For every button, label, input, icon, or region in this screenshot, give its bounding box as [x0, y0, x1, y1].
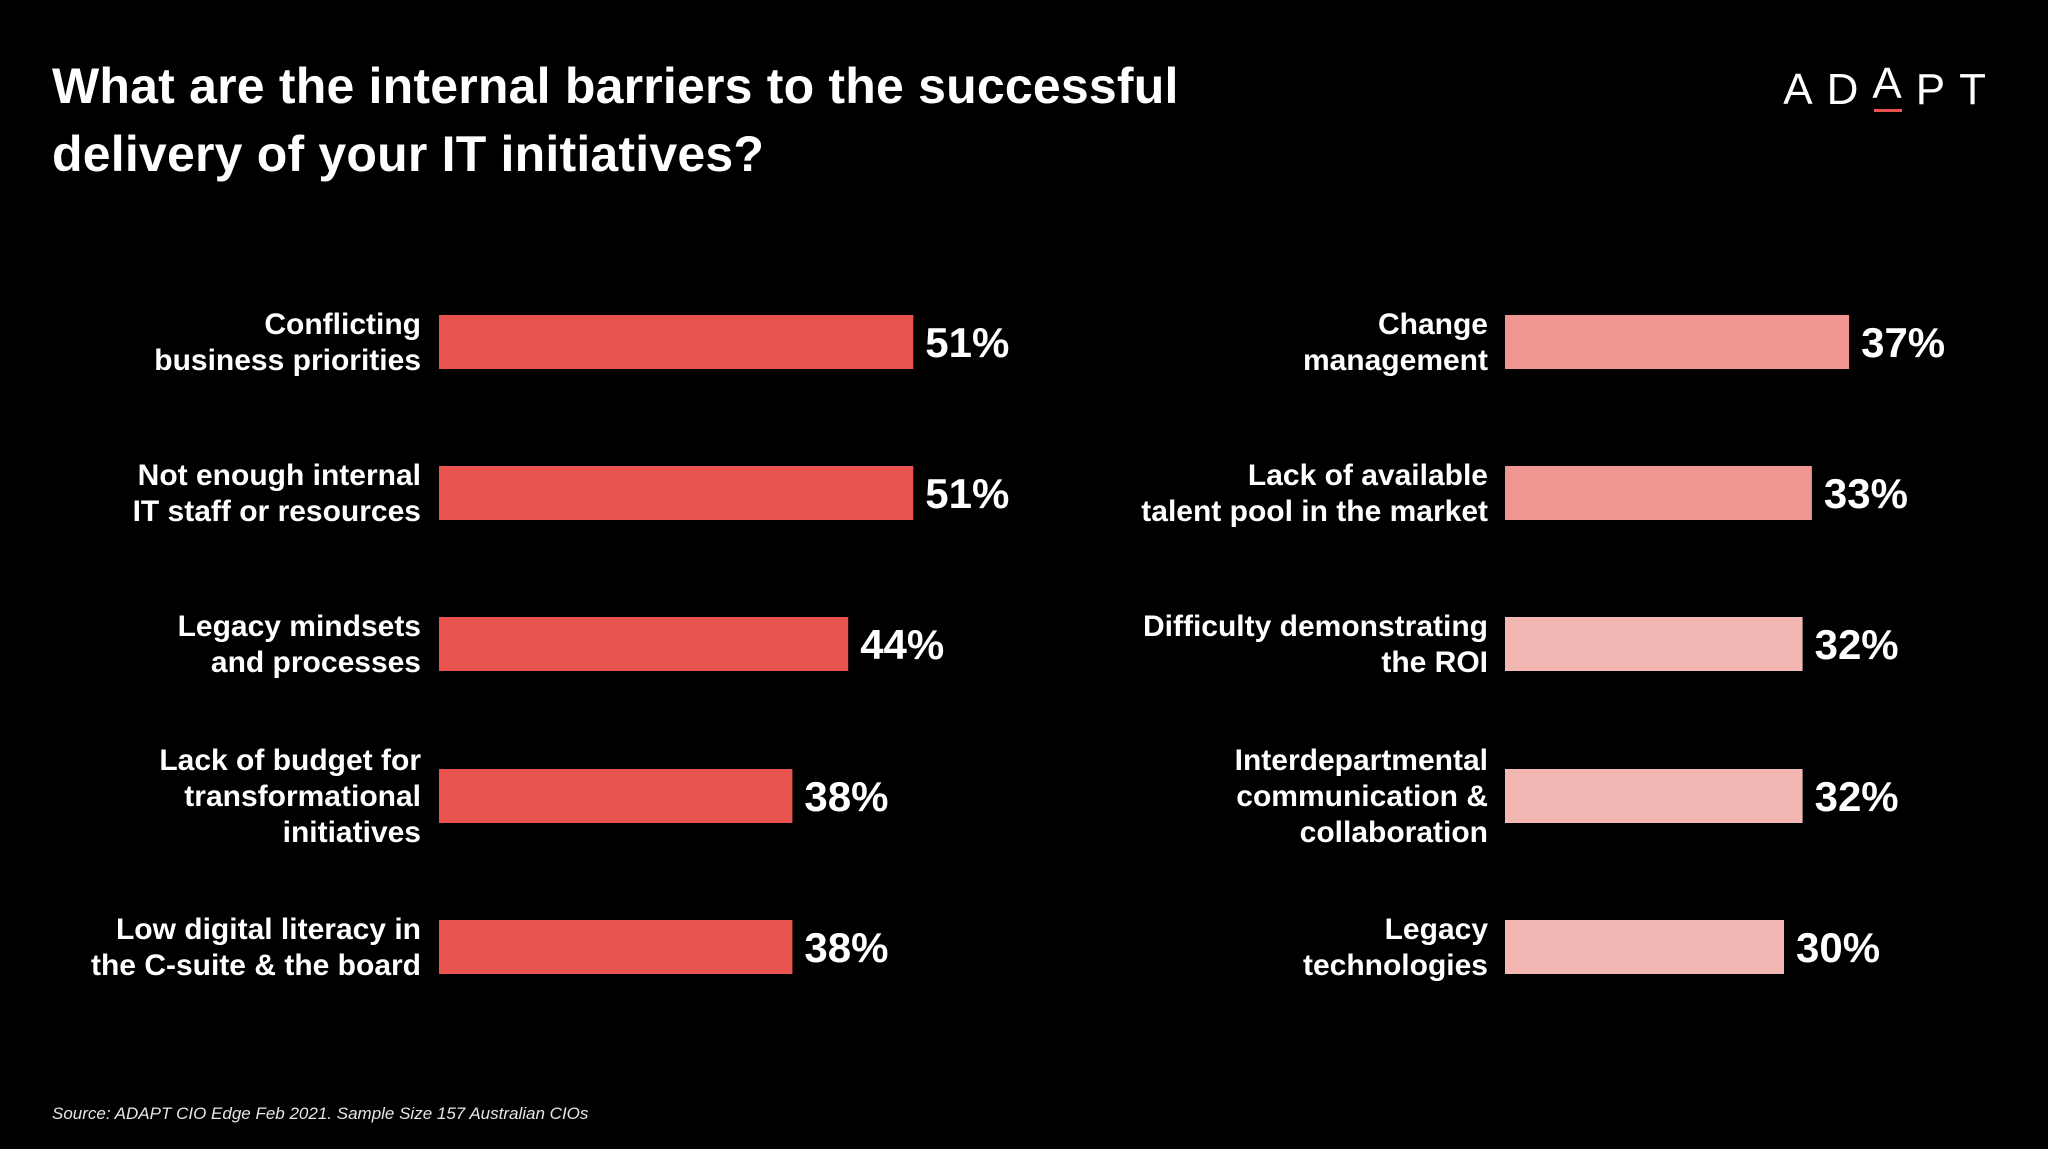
bar-value-label: 32%	[1815, 773, 1899, 820]
bar-value-label: 37%	[1861, 319, 1945, 366]
logo-letter-1: A	[1783, 65, 1827, 114]
bar-value-label: 32%	[1815, 621, 1899, 668]
bar-2-5	[1505, 920, 1784, 974]
bar-1-5	[439, 920, 793, 974]
bar-2-2	[1505, 466, 1812, 520]
category-label-line: and processes	[211, 646, 421, 679]
category-label-line: collaboration	[1300, 816, 1488, 849]
source-note: Source: ADAPT CIO Edge Feb 2021. Sample …	[52, 1104, 589, 1123]
category-label-line: transformational	[184, 780, 421, 813]
logo-letter-3: A	[1872, 59, 1916, 112]
category-label-line: Lack of budget for	[159, 744, 421, 777]
chart-title-line-1: What are the internal barriers to the su…	[52, 58, 1179, 114]
chart-title-line-2: delivery of your IT initiatives?	[52, 126, 765, 182]
logo-letter-2: D	[1826, 65, 1873, 114]
category-label-line: IT staff or resources	[133, 495, 421, 528]
bar-1-1	[439, 315, 914, 369]
category-label-line: talent pool in the market	[1141, 495, 1488, 528]
chart-title: What are the internal barriers to the su…	[52, 52, 1272, 188]
category-label-line: communication &	[1236, 780, 1488, 813]
category-label-line: technologies	[1303, 949, 1488, 982]
logo-letter-4: P	[1915, 65, 1960, 114]
bar-1-2	[439, 466, 914, 520]
category-label-line: Change	[1378, 308, 1488, 341]
bar-value-label: 38%	[804, 924, 888, 971]
bar-2-4	[1505, 769, 1803, 823]
category-label-line: Difficulty demonstrating	[1143, 610, 1488, 643]
category-label: Difficulty demonstrating the ROI	[1143, 610, 1488, 679]
bar-value-label: 33%	[1824, 470, 1908, 517]
category-label: Not enough internal IT staff or resources	[133, 459, 421, 528]
bar-value-label: 51%	[925, 470, 1009, 517]
bar-value-label: 44%	[860, 621, 944, 668]
adapt-logo: ADAPT	[1783, 62, 2000, 114]
bar-value-label: 30%	[1796, 924, 1880, 971]
category-label-line: Low digital literacy in	[116, 913, 421, 946]
bar-2-1	[1505, 315, 1850, 369]
category-label-line: Lack of available	[1248, 459, 1488, 492]
category-label-line: the ROI	[1381, 646, 1488, 679]
bar-value-label: 38%	[804, 773, 888, 820]
category-label: Low digital literacy in the C-suite & the…	[91, 913, 421, 982]
category-label-line: Legacy	[1385, 913, 1489, 946]
logo-letter-5: T	[1959, 65, 2000, 114]
category-label-line: Interdepartmental	[1235, 744, 1488, 777]
bar-1-4	[439, 769, 793, 823]
bar-panel-1: 51% Conflicting business priorities 51% Not …	[91, 308, 1009, 982]
category-label: Conflicting business priorities	[154, 308, 421, 377]
category-label: Legacy mindsets and processes	[178, 610, 421, 679]
category-label: Lack of budget for transformational initia…	[159, 744, 421, 849]
category-label-line: Conflicting	[264, 308, 421, 341]
category-label-line: Not enough internal	[138, 459, 421, 492]
bar-value-label: 51%	[925, 319, 1009, 366]
category-label: Interdepartmental communication & collabor…	[1235, 744, 1488, 849]
category-label-line: initiatives	[283, 816, 421, 849]
category-label: Legacy technologies	[1303, 913, 1488, 982]
category-label-line: management	[1303, 344, 1488, 377]
category-label-line: Legacy mindsets	[178, 610, 421, 643]
category-label-line: business priorities	[154, 344, 421, 377]
bar-1-3	[439, 617, 849, 671]
category-label: Change management	[1303, 308, 1488, 377]
bar-2-3	[1505, 617, 1803, 671]
category-label: Lack of available talent pool in the mark…	[1141, 459, 1488, 528]
category-label-line: the C-suite & the board	[91, 949, 421, 982]
